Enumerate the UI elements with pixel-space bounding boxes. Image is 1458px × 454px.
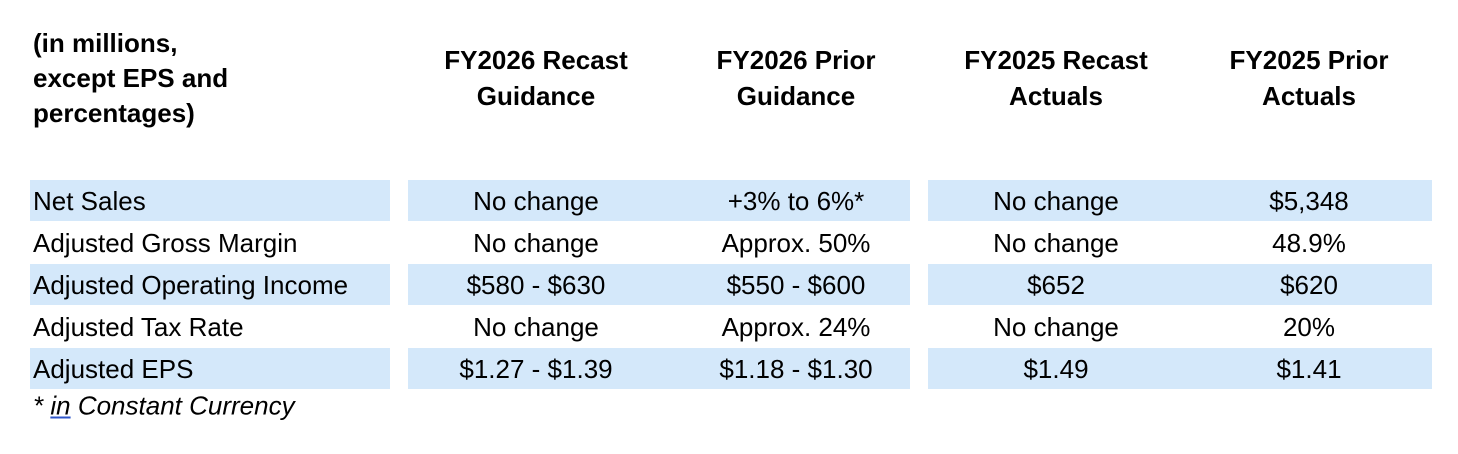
column-header: Guidance	[736, 81, 856, 111]
cell: $1.49	[1023, 354, 1089, 384]
row-shade	[928, 348, 1432, 389]
cell: 20%	[1282, 312, 1336, 342]
cell: $1.18 - $1.30	[719, 354, 873, 384]
column-header: FY2025 Recast	[964, 45, 1148, 75]
row-shade	[30, 264, 390, 305]
footnote-text: Constant Currency	[70, 390, 295, 421]
cell: $5,348	[1269, 186, 1349, 216]
cell: No change	[993, 186, 1119, 216]
row-shade	[408, 180, 910, 221]
cell: Approx. 24%	[721, 312, 871, 342]
cell: $580 - $630	[466, 270, 606, 300]
corner-label: except EPS and	[33, 63, 229, 93]
row-label: Net Sales	[33, 186, 146, 216]
cell: No change	[993, 312, 1119, 342]
cell: No change	[473, 228, 599, 258]
cell: No change	[473, 312, 599, 342]
corner-label: (in millions,	[33, 28, 178, 58]
column-header: FY2026 Prior	[716, 45, 876, 75]
footnote: * in Constant Currency	[33, 391, 295, 422]
column-header: FY2025 Prior	[1229, 45, 1389, 75]
column-header: Guidance	[476, 81, 596, 111]
cell: Approx. 50%	[721, 228, 871, 258]
row-shade	[30, 348, 390, 389]
footnote-prefix: *	[33, 390, 51, 421]
cell: $1.27 - $1.39	[459, 354, 613, 384]
row-shade	[30, 180, 390, 221]
row-label: Adjusted EPS	[33, 354, 194, 384]
cell: +3% to 6%*	[727, 186, 865, 216]
row-shade	[408, 264, 910, 305]
cell: 48.9%	[1272, 228, 1346, 258]
column-header: FY2026 Recast	[444, 45, 628, 75]
column-header: Actuals	[1009, 81, 1103, 111]
row-shade	[928, 264, 1432, 305]
cell: $550 - $600	[726, 270, 866, 300]
row-label: Adjusted Gross Margin	[33, 228, 298, 258]
footnote-link[interactable]: in	[50, 390, 71, 421]
cell: No change	[993, 228, 1119, 258]
cell: $1.41	[1276, 354, 1342, 384]
row-shade	[928, 180, 1432, 221]
corner-label: percentages)	[33, 98, 195, 128]
cell: No change	[473, 186, 599, 216]
cell: $652	[1027, 270, 1085, 300]
column-header: Actuals	[1262, 81, 1356, 111]
row-label: Adjusted Operating Income	[33, 270, 349, 300]
row-shade	[408, 348, 910, 389]
cell: $620	[1280, 270, 1338, 300]
row-label: Adjusted Tax Rate	[33, 312, 244, 342]
